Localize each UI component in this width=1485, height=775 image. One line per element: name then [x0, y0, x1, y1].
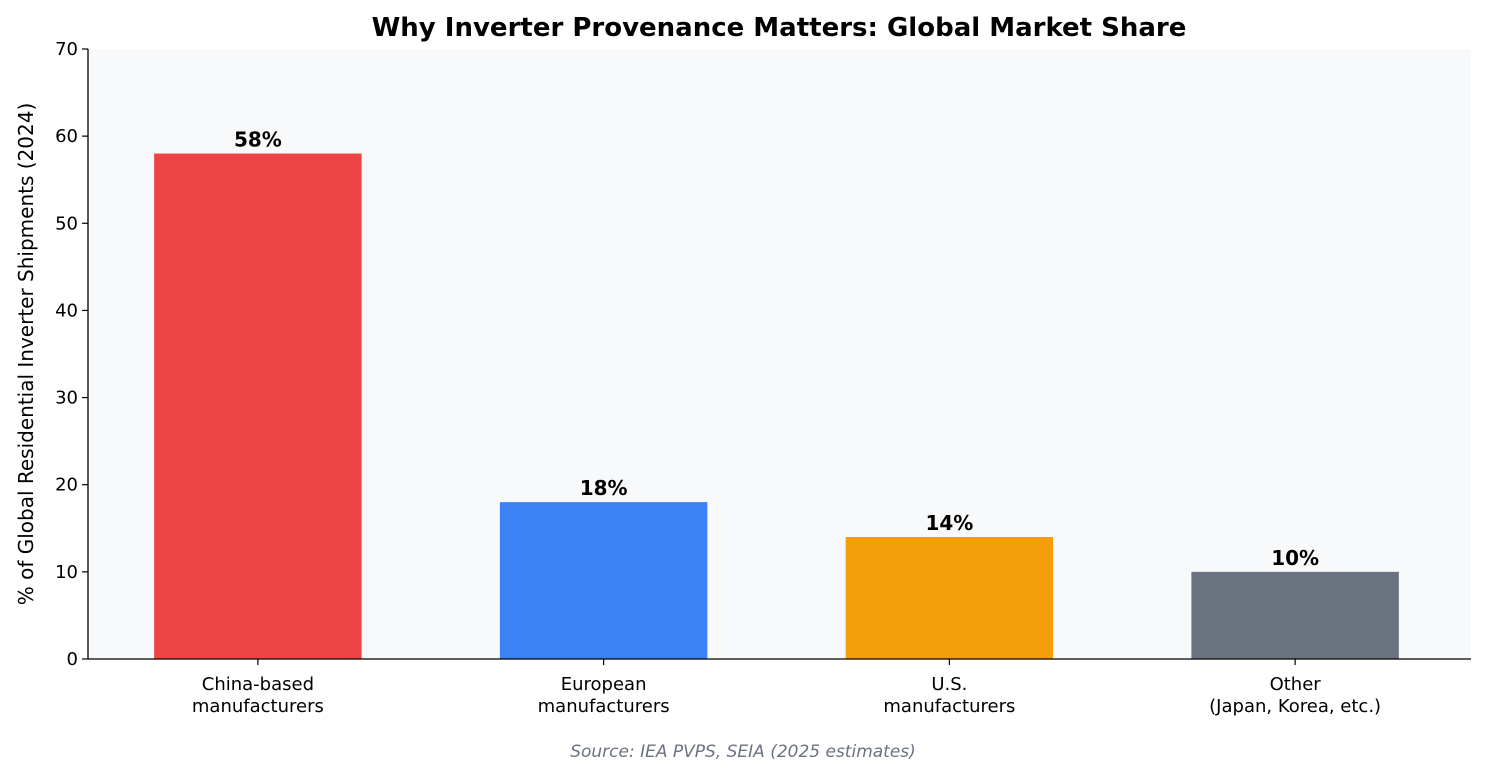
y-tick-label: 10: [55, 562, 78, 583]
y-tick-label: 40: [55, 300, 78, 321]
bar: [1191, 571, 1399, 659]
x-tick-label: manufacturers: [192, 696, 324, 717]
data-label: 14%: [925, 511, 973, 535]
x-tick-label: Other: [1270, 674, 1322, 695]
y-tick-label: 0: [67, 649, 78, 670]
bar: [845, 537, 1054, 659]
x-tick-label: manufacturers: [883, 696, 1015, 717]
data-label: 58%: [234, 128, 282, 152]
data-label: 10%: [1271, 546, 1319, 570]
y-axis-label: % of Global Residential Inverter Shipmen…: [14, 103, 38, 606]
chart-title: Why Inverter Provenance Matters: Global …: [372, 13, 1187, 43]
y-tick-label: 30: [55, 388, 78, 409]
x-tick-label: European: [561, 674, 647, 695]
x-tick-label: China-based: [202, 674, 314, 695]
x-tick-label: manufacturers: [538, 696, 670, 717]
bar: [154, 153, 362, 660]
x-tick-label: U.S.: [931, 674, 967, 695]
x-tick-label: (Japan, Korea, etc.): [1209, 696, 1381, 717]
y-tick-label: 20: [55, 475, 78, 496]
y-tick-label: 50: [55, 213, 78, 234]
source-note: Source: IEA PVPS, SEIA (2025 estimates): [570, 742, 916, 762]
data-label: 18%: [580, 476, 628, 500]
y-tick-label: 70: [55, 39, 78, 60]
bar: [499, 502, 708, 659]
y-tick-label: 60: [55, 126, 78, 147]
